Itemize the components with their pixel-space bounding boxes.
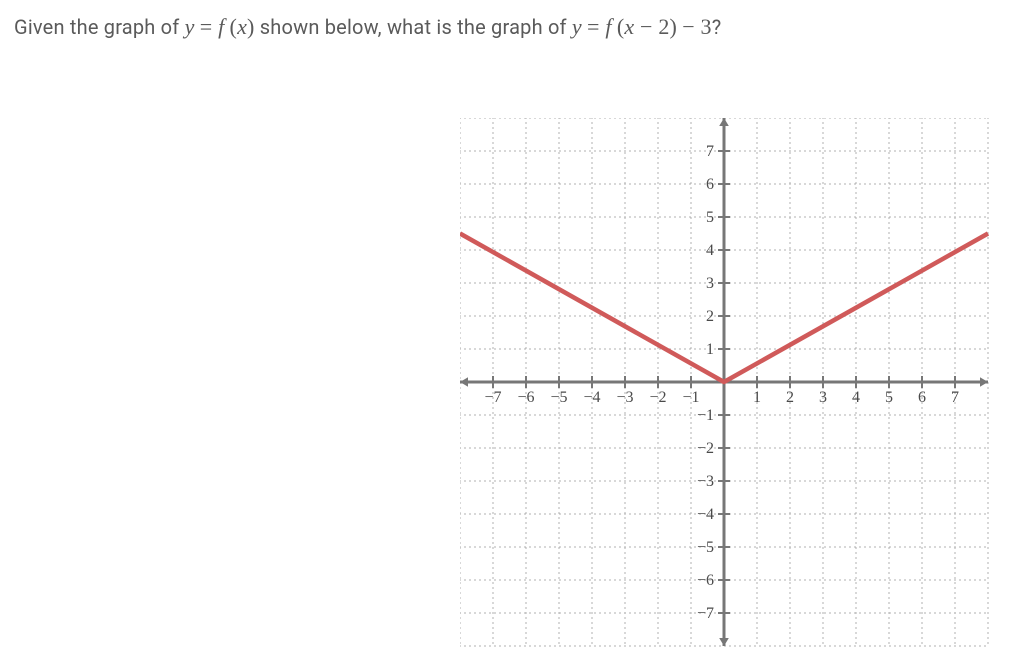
eq2-three: 3 [701, 14, 712, 39]
y-tick-label: 3 [706, 275, 714, 292]
x-tick-label: −3 [616, 389, 633, 406]
question-prefix: Given the graph of [14, 15, 185, 39]
y-tick-label: −2 [697, 440, 714, 457]
eq2-lhs: y [572, 14, 582, 39]
x-tick-label: 5 [885, 389, 893, 406]
y-tick-label: −4 [697, 506, 714, 523]
x-tick-label: 3 [819, 389, 827, 406]
eq1-lhs: y [185, 14, 195, 39]
y-tick-label: −1 [697, 407, 714, 424]
x-tick-label: −1 [682, 389, 699, 406]
coordinate-plane: −7 −6 −5 −4 −3 −2 −1 1 2 3 4 5 6 7 −7 −6 −5 −4 −3 −2 −1 1 2 3 4 5… [460, 118, 1000, 658]
eq2-minus1: − [634, 14, 658, 39]
eq1-x: x [237, 14, 247, 39]
x-tick-label: 4 [852, 389, 860, 406]
x-tick-label: −5 [550, 389, 567, 406]
eq1-paren-open: ( [230, 14, 238, 39]
x-tick-label: 6 [918, 389, 926, 406]
x-tick-label: 2 [786, 389, 794, 406]
x-tick-label: 7 [951, 389, 959, 406]
eq2-two: 2 [658, 14, 669, 39]
x-tick-label: −6 [517, 389, 534, 406]
x-tick-label: −2 [649, 389, 666, 406]
eq2-minus2: − [682, 14, 700, 39]
x-tick-label: −7 [484, 389, 501, 406]
x-tick-label: 1 [753, 389, 761, 406]
eq2-eq: = [587, 14, 605, 39]
question-suffix: ? [712, 15, 722, 39]
x-tick-label: −4 [583, 389, 600, 406]
question-text: Given the graph of y = f (x) shown below… [14, 14, 721, 40]
eq1-eq: = [200, 14, 218, 39]
y-tick-label: 7 [706, 143, 714, 160]
y-tick-label: −3 [697, 473, 714, 490]
y-tick-label: 1 [706, 341, 714, 358]
chart-container: −7 −6 −5 −4 −3 −2 −1 1 2 3 4 5 6 7 −7 −6 −5 −4 −3 −2 −1 1 2 3 4 5… [460, 118, 1000, 658]
y-tick-label: −5 [697, 539, 714, 556]
y-tick-label: 2 [706, 308, 714, 325]
y-tick-label: 4 [706, 242, 714, 259]
question-middle: shown below, what is the graph of [260, 15, 572, 39]
eq2-f: f [605, 14, 611, 39]
y-tick-label: −7 [697, 605, 714, 622]
eq1-f: f [218, 14, 224, 39]
y-tick-label: −6 [697, 572, 714, 589]
eq2-x: x [624, 14, 634, 39]
y-tick-label: 5 [706, 209, 714, 226]
eq2-paren-close: ) [670, 14, 678, 39]
eq1-paren-close: ) [247, 14, 255, 39]
y-tick-label: 6 [706, 176, 714, 193]
